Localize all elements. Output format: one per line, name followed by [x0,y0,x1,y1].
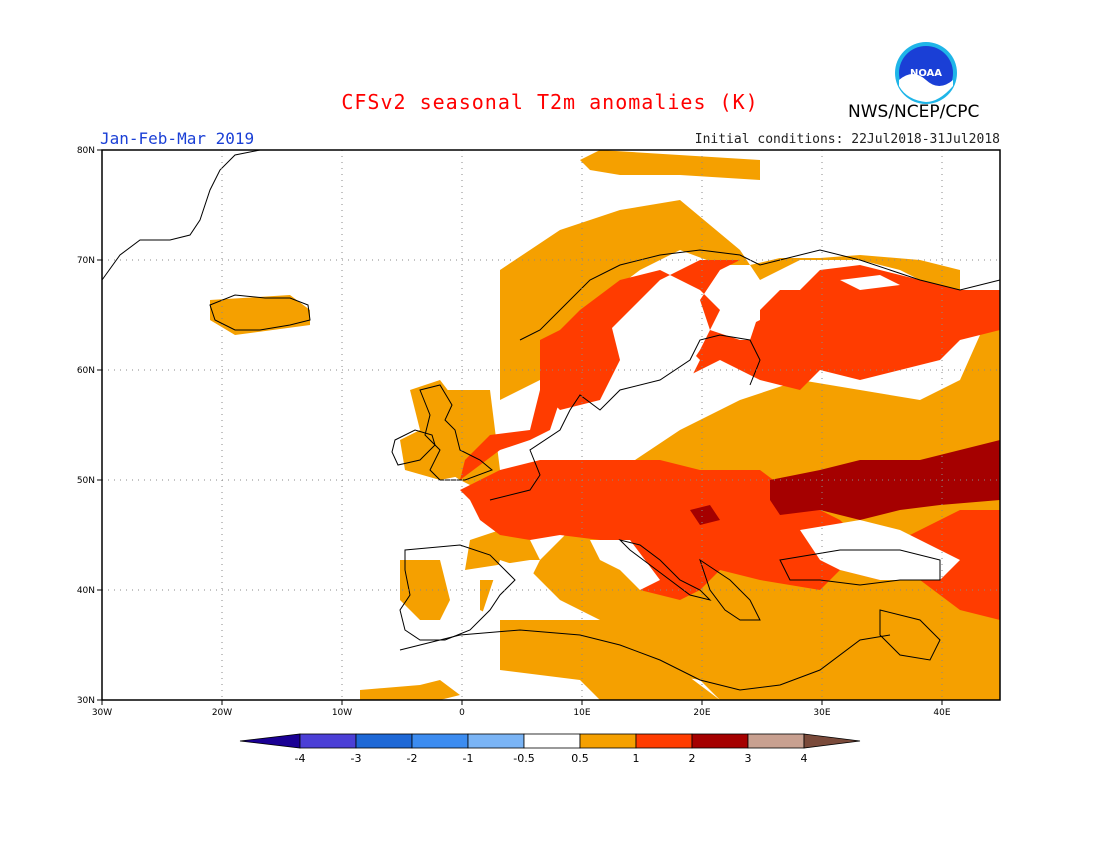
iberia-coast [399,544,516,641]
colorbar-bin [411,733,469,749]
north-africa-coast [399,629,891,691]
north-europe-coast [489,334,761,501]
britain-coast [419,384,493,481]
lat-tick-label: 30N [77,696,95,706]
colorbar-label: 0.5 [571,752,589,765]
organization-label: NWS/NCEP/CPC [848,102,980,122]
lon-tick-label: 0 [459,708,465,718]
colorbar-label: 3 [745,752,752,765]
lon-tick-label: 30E [813,708,830,718]
colorbar-arrow-low [239,733,301,749]
lat-tick-label: 50N [77,476,95,486]
colorbar-label: 2 [689,752,696,765]
colorbar-bin [691,733,749,749]
cyprus-levant-coast [879,609,941,661]
lon-tick-label: 10E [573,708,590,718]
noaa-logo: NOAA [895,42,957,104]
anomaly-fill-layer [210,150,1000,700]
coastlines [101,149,1001,691]
lon-tick-label: 10W [332,708,352,718]
colorbar-label: -1 [463,752,474,765]
colorbar-bin [523,733,581,749]
lat-tick-label: 60N [77,366,95,376]
lon-tick-labels: 30W 20W 10W 0 10E 20E 30E 40E [92,708,951,718]
colorbar-label: -4 [295,752,306,765]
lon-tick-label: 40E [933,708,950,718]
colorbar-bin [747,733,805,749]
colorbar-bin [579,733,637,749]
colorbar-bin [467,733,525,749]
map-title: CFSv2 seasonal T2m anomalies (K) [341,90,759,114]
colorbar-label: -3 [351,752,362,765]
colorbar-label: -2 [407,752,418,765]
black-sea-coast [779,549,941,586]
colorbar: -4 -3 -2 -1 -0.5 0.5 1 2 3 4 [239,733,861,765]
tick-marks [97,149,943,705]
lon-tick-label: 30W [92,708,112,718]
anomaly-map: 30W 20W 10W 0 10E 20E 30E 40E 30N 40N 50… [77,146,1001,718]
lat-tick-label: 40N [77,586,95,596]
season-label: Jan-Feb-Mar 2019 [100,129,255,148]
lon-tick-label: 20E [693,708,710,718]
colorbar-label: 1 [633,752,640,765]
italy-coast [618,539,712,601]
scandinavia-arctic-coast [519,249,1001,341]
colorbar-label: -0.5 [513,752,534,765]
balkans-coast [699,558,761,621]
lat-tick-label: 70N [77,256,95,266]
colorbar-bin [355,733,413,749]
anomaly-1-2-regions [460,260,1000,620]
anomaly-0p5-1-regions [210,150,1000,700]
map-frame [101,149,1001,701]
colorbar-bin [299,733,357,749]
noaa-logo-text: NOAA [910,68,942,79]
colorbar-labels: -4 -3 -2 -1 -0.5 0.5 1 2 3 4 [295,752,808,765]
lon-tick-label: 20W [212,708,232,718]
anomaly-2-3-regions [690,440,1000,525]
iceland-coast [209,294,311,331]
lat-tick-labels: 30N 40N 50N 60N 70N 80N [77,146,95,706]
greenland-coast [101,149,261,281]
initial-conditions-label: Initial conditions: 22Jul2018-31Jul2018 [694,132,1000,147]
ireland-coast [391,429,436,466]
colorbar-arrow-high [803,733,861,749]
colorbar-bin [635,733,693,749]
colorbar-label: 4 [801,752,808,765]
lat-tick-label: 80N [77,146,95,156]
